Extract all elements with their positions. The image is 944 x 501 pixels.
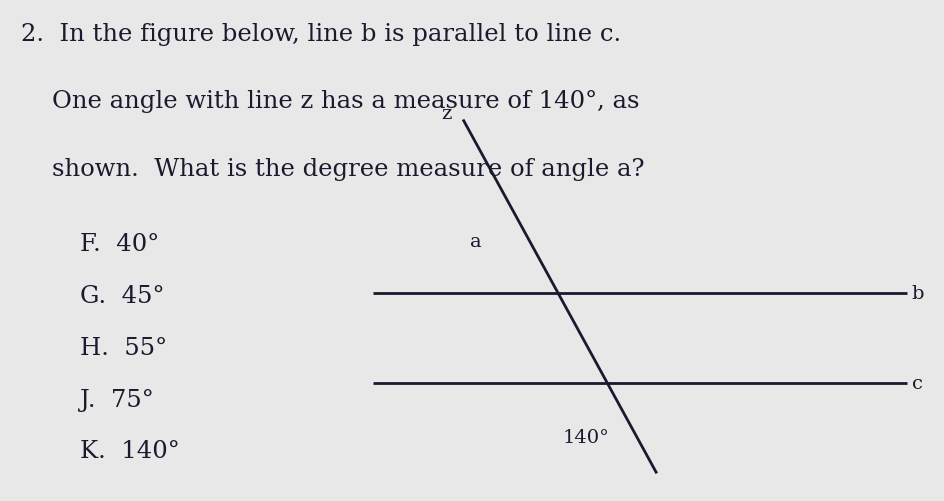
Text: One angle with line z has a measure of 140°, as: One angle with line z has a measure of 1…: [21, 90, 638, 113]
Text: a: a: [470, 232, 481, 250]
Text: H.  55°: H. 55°: [80, 336, 167, 359]
Text: 140°: 140°: [562, 428, 609, 446]
Text: c: c: [911, 374, 922, 392]
Text: G.  45°: G. 45°: [80, 285, 164, 308]
Text: 2.  In the figure below, line b is parallel to line c.: 2. In the figure below, line b is parall…: [21, 23, 620, 46]
Text: K.  140°: K. 140°: [80, 439, 180, 462]
Text: F.  40°: F. 40°: [80, 233, 160, 256]
Text: shown.  What is the degree measure of angle a?: shown. What is the degree measure of ang…: [21, 158, 644, 181]
Text: z: z: [441, 105, 451, 123]
Text: b: b: [911, 284, 923, 302]
Text: J.  75°: J. 75°: [80, 388, 154, 411]
